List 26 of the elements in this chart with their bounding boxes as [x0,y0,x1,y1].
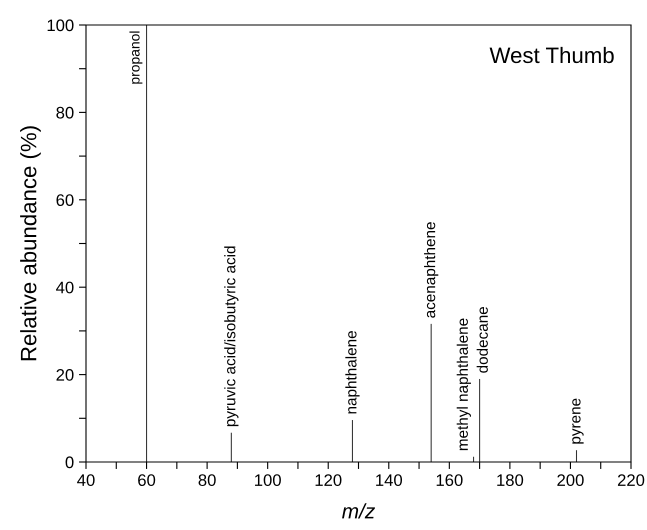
text: West Thumb [490,46,614,64]
y-tick-label: 80 [56,106,74,119]
x-tick-label: 200 [557,474,584,486]
x-tick-label: 60 [138,474,156,486]
annotation: pyrene [572,398,584,444]
annotation: pyruvic acid/isobutyric acid [224,246,238,426]
x-tick-label: 160 [436,474,463,486]
x-tick-label: 100 [255,474,281,486]
y-tick-label: 100 [48,19,74,32]
x-tick-label: 180 [497,474,524,486]
y-tick-label: 40 [56,282,74,294]
x-tick-label: 80 [198,474,216,486]
annotation: propanol [129,31,142,84]
annotation: methyl naphthalene [456,318,471,450]
y-tick-label: 60 [56,194,74,206]
annotation: dodecane [476,306,488,373]
y-tick-label: 20 [56,369,74,381]
y-tick-label: 0 [66,456,74,468]
x-tick-label: 220 [618,474,644,486]
x-tick-label: 40 [77,474,95,486]
x-tick-label: 120 [316,474,342,486]
x-tick-label: 140 [376,474,402,486]
annotation: acenaphthene [424,222,438,318]
y-axis-title: Relative abundance (%) [20,126,41,360]
annotation: naphthalene [345,331,360,414]
x-axis-title: m/z [342,503,375,519]
